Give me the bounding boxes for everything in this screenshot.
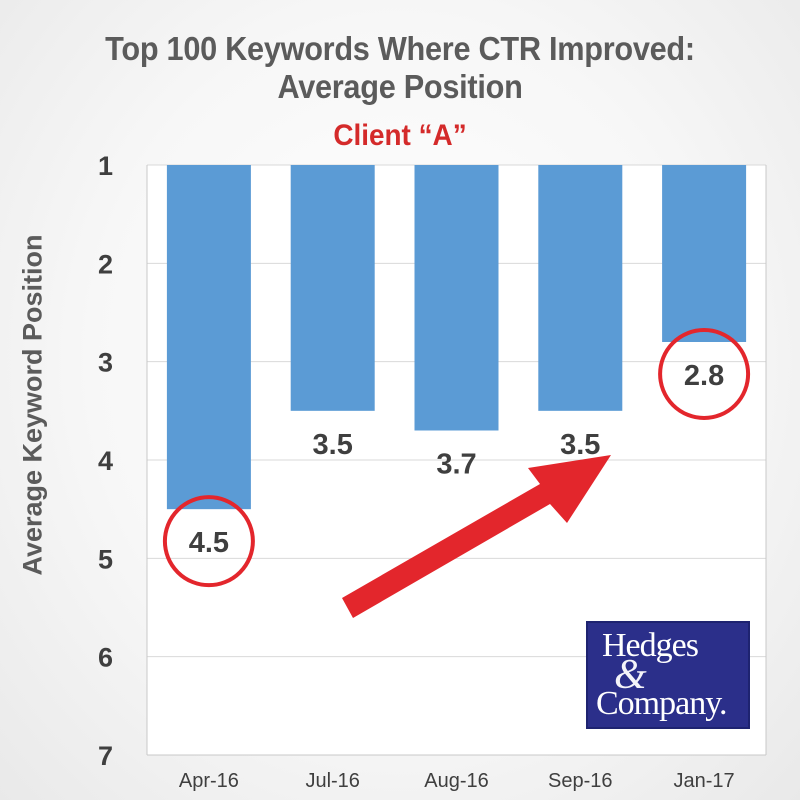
bar xyxy=(538,165,623,411)
x-tick-label: Jan-17 xyxy=(674,770,735,792)
x-tick-label: Apr-16 xyxy=(179,770,239,792)
chart-title: Top 100 Keywords Where CTR Improved: Ave… xyxy=(28,30,772,106)
data-label: 3.7 xyxy=(436,449,476,481)
logo-line1: Hedges xyxy=(602,627,699,664)
data-label: 2.8 xyxy=(684,360,724,392)
highlight-circle xyxy=(658,328,751,420)
y-tick-label: 7 xyxy=(98,741,113,771)
data-label: 4.5 xyxy=(189,527,229,559)
y-tick-label: 6 xyxy=(98,643,113,673)
y-tick-label: 2 xyxy=(98,249,113,279)
data-label: 3.5 xyxy=(560,429,600,461)
x-tick-label: Sep-16 xyxy=(548,770,613,792)
logo-line2: Company. xyxy=(596,685,728,722)
y-tick-label: 5 xyxy=(98,544,113,574)
logo-ampersand: & xyxy=(614,652,647,698)
improvement-arrow xyxy=(342,455,611,618)
chart-title-line1: Top 100 Keywords Where CTR Improved: xyxy=(105,30,695,67)
bar xyxy=(662,165,747,342)
x-tick-label: Aug-16 xyxy=(424,770,489,792)
company-logo: Hedges & Company. xyxy=(586,621,750,729)
y-tick-label: 1 xyxy=(98,151,113,181)
bar xyxy=(166,165,251,510)
y-tick-label: 3 xyxy=(98,348,113,378)
chart-title-line2: Average Position xyxy=(277,68,523,105)
bar xyxy=(290,165,375,411)
data-label: 3.5 xyxy=(313,429,353,461)
y-tick-label: 4 xyxy=(98,446,113,476)
highlight-circle xyxy=(162,495,255,588)
bar xyxy=(414,165,499,431)
x-tick-label: Jul-16 xyxy=(305,770,359,792)
chart-subtitle: Client “A” xyxy=(333,119,467,152)
